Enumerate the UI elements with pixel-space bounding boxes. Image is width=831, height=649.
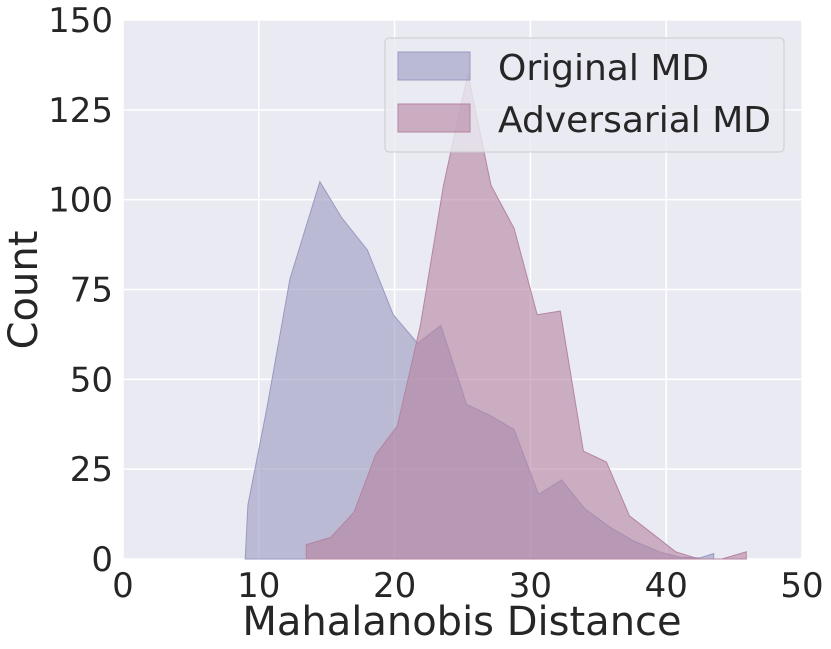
x-tick-label: 20 (373, 566, 416, 606)
x-tick-label: 10 (237, 566, 280, 606)
y-tick-label: 50 (70, 360, 113, 400)
x-tick-label: 0 (112, 566, 134, 606)
x-tick-labels: 0 10 20 30 40 50 (112, 566, 823, 606)
legend-swatch-original (397, 51, 471, 81)
y-tick-label: 100 (48, 181, 113, 221)
area-adversarial-md (305, 73, 747, 560)
x-tick-label: 50 (780, 566, 823, 606)
y-tick-label: 125 (48, 91, 113, 131)
y-tick-label: 150 (48, 1, 113, 41)
y-tick-labels: 0 25 50 75 100 125 150 (48, 1, 113, 580)
legend-swatch-adversarial (397, 103, 471, 133)
legend-box (384, 37, 785, 153)
series-areas (244, 73, 747, 560)
x-tick-label: 40 (645, 566, 688, 606)
legend: Original MD Adversarial MD (384, 37, 785, 153)
legend-label-adversarial: Adversarial MD (498, 100, 771, 141)
y-tick-label: 25 (70, 450, 113, 490)
y-tick-label: 0 (91, 540, 113, 580)
x-tick-label: 30 (509, 566, 552, 606)
x-axis-label: Mahalanobis Distance (242, 599, 681, 645)
legend-label-original: Original MD (498, 48, 709, 89)
y-axis-label: Count (1, 231, 47, 350)
y-tick-label: 75 (70, 271, 113, 311)
